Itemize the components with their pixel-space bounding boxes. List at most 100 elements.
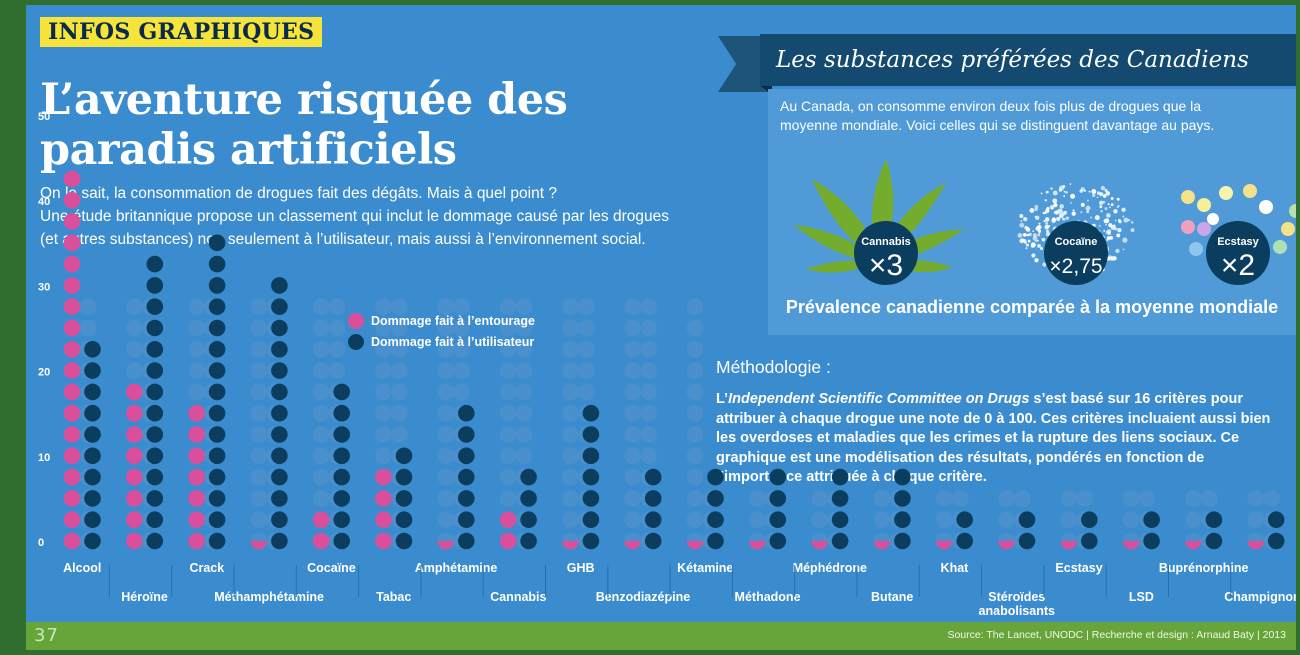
utilisateur-dot: [831, 532, 849, 550]
entourage-dot: [63, 511, 81, 528]
entourage-dot: [935, 541, 953, 550]
entourage-dots-3: [250, 541, 268, 550]
utilisateur-dot: [395, 511, 413, 528]
utilisateur-dot: [208, 319, 226, 337]
legend-label-0: Dommage fait à l’entourage: [371, 314, 535, 328]
utilisateur-dot: [84, 468, 101, 486]
cocaine-multiplier: ×2,75: [1049, 255, 1102, 278]
entourage-dot: [63, 213, 81, 230]
utilisateur-dots-16: [1081, 511, 1098, 550]
utilisateur-dot: [707, 511, 724, 528]
utilisateur-dot: [271, 277, 288, 294]
category-label: Cannabis: [490, 590, 546, 604]
utilisateur-dot: [458, 468, 475, 486]
utilisateur-dot: [831, 490, 849, 507]
y-tick-50: 50: [38, 111, 50, 123]
utilisateur-dot: [582, 404, 600, 422]
infographic-panel: INFOS GRAPHIQUES L’aventure risquée des …: [26, 5, 1296, 622]
prevalence-intro-line-1: Au Canada, on consomme environ deux fois…: [780, 98, 1202, 114]
utilisateur-dot: [208, 426, 226, 443]
utilisateur-dot: [333, 490, 351, 507]
prevalence-intro-line-2: moyenne mondiale. Voici celles qui se di…: [780, 117, 1215, 133]
utilisateur-dots-6: [458, 404, 475, 550]
entourage-dots-15: [998, 541, 1015, 550]
utilisateur-dot: [208, 468, 226, 486]
category-label: Alcool: [63, 561, 101, 575]
entourage-dot: [749, 541, 766, 550]
utilisateur-dot: [208, 234, 226, 252]
entourage-dot: [126, 490, 143, 507]
utilisateur-dot: [84, 362, 101, 379]
utilisateur-dot: [208, 511, 226, 528]
utilisateur-dot: [520, 468, 537, 486]
entourage-dots-7: [499, 511, 517, 550]
intro-text: On le sait, la consommation de drogues f…: [40, 182, 740, 251]
footer-bar: 37 Source: The Lancet, UNODC | Recherche…: [26, 622, 1296, 650]
entourage-dots-0: [63, 170, 81, 550]
utilisateur-dot: [271, 426, 288, 443]
utilisateur-dot: [458, 490, 475, 507]
entourage-dot: [63, 490, 81, 507]
utilisateur-dot: [208, 341, 226, 358]
entourage-dot: [126, 511, 143, 528]
category-label: Amphétamine: [415, 561, 498, 575]
utilisateur-dot: [333, 468, 351, 486]
utilisateur-dot: [769, 490, 787, 507]
utilisateur-dot: [1143, 532, 1160, 550]
y-tick-20: 20: [38, 367, 50, 379]
utilisateur-dot: [395, 468, 413, 486]
utilisateur-dots-0: [84, 341, 101, 550]
category-label: LSD: [1129, 590, 1154, 604]
legend-swatch-utilisateur: [348, 334, 364, 350]
entourage-dot: [375, 511, 392, 528]
utilisateur-dot: [582, 426, 600, 443]
utilisateur-dot: [582, 490, 600, 507]
entourage-dot: [63, 234, 81, 252]
entourage-dots-19: [1247, 541, 1264, 550]
category-label: Cocaïne: [307, 561, 356, 575]
utilisateur-dots-15: [1018, 511, 1036, 550]
utilisateur-dots-3: [271, 277, 288, 550]
intro-line-2: Une étude britannique propose un classem…: [40, 208, 669, 225]
entourage-dot: [126, 468, 143, 486]
category-label: GHB: [567, 561, 595, 575]
entourage-dots-13: [873, 541, 891, 550]
utilisateur-dot: [146, 532, 164, 550]
entourage-dot: [437, 541, 455, 550]
background-dot-grid: [63, 298, 1280, 550]
category-label: Champignons: [1224, 590, 1296, 604]
utilisateur-dot: [84, 383, 101, 401]
category-label: Khat: [941, 561, 970, 575]
utilisateur-dot: [458, 511, 475, 528]
entourage-dot: [63, 447, 81, 465]
chart-legend: Dommage fait à l’entourage Dommage fait à…: [348, 313, 535, 350]
entourage-dot: [1122, 541, 1140, 550]
category-label: Butane: [871, 590, 913, 604]
utilisateur-dots-2: [208, 234, 226, 550]
legend-swatch-entourage: [348, 313, 364, 329]
category-label: Méthadone: [735, 590, 801, 604]
utilisateur-dot: [831, 468, 849, 486]
utilisateur-dot: [146, 468, 164, 486]
utilisateur-dot: [146, 426, 164, 443]
utilisateur-dot: [146, 277, 164, 294]
utilisateur-dot: [1205, 532, 1223, 550]
methodology-committee: Independent Scientific Committee on Drug…: [728, 391, 1030, 407]
ecstasy-multiplier: ×2: [1221, 249, 1255, 282]
utilisateur-dot: [894, 490, 911, 507]
utilisateur-dot: [208, 383, 226, 401]
utilisateur-dot: [271, 341, 288, 358]
ecstasy-badge: [1206, 221, 1270, 285]
entourage-dot: [63, 298, 81, 316]
utilisateur-dot: [1267, 532, 1285, 550]
utilisateur-dot: [333, 426, 351, 443]
utilisateur-dot: [146, 447, 164, 465]
entourage-dots-11: [749, 541, 766, 550]
utilisateur-dot: [458, 532, 475, 550]
utilisateur-dot: [1205, 511, 1223, 528]
utilisateur-dot: [208, 490, 226, 507]
utilisateur-dots-14: [956, 511, 973, 550]
utilisateur-dot: [520, 511, 537, 528]
utilisateur-dot: [1143, 511, 1160, 528]
utilisateur-dot: [769, 511, 787, 528]
